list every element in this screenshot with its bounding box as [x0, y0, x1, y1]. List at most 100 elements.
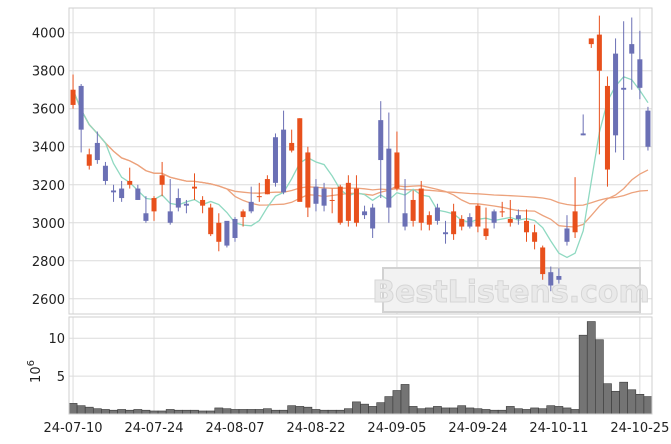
volume-bar: [319, 409, 329, 415]
candle-body: [588, 38, 594, 45]
candle: [329, 188, 335, 214]
candle-body: [426, 215, 432, 225]
volume-bar: [595, 339, 604, 415]
candle: [362, 205, 368, 219]
volume-bar: [344, 408, 353, 415]
volume-bar: [125, 409, 135, 415]
candle-body: [102, 165, 108, 181]
volume-bar: [433, 406, 442, 415]
volume-tick-label: 10: [48, 332, 65, 347]
volume-bar: [481, 409, 491, 415]
candle-body: [540, 247, 546, 275]
candle-body: [208, 207, 214, 235]
volume-bar: [489, 409, 499, 415]
price-panel-frame: [68, 7, 653, 315]
candle-body: [272, 137, 278, 183]
candle-body: [256, 196, 262, 198]
volume-bar: [522, 409, 531, 415]
candle: [475, 203, 481, 233]
volume-bar: [263, 408, 272, 415]
candle-body: [329, 199, 335, 201]
candle-body: [191, 186, 198, 189]
candle-body: [483, 228, 489, 237]
candle-body: [86, 154, 92, 166]
volume-bar: [173, 409, 183, 415]
candle-body: [621, 87, 627, 90]
price-tick-label: 3800: [32, 65, 65, 80]
candle: [410, 190, 416, 227]
candle: [637, 30, 643, 100]
candle-body: [613, 53, 619, 136]
candle-body: [224, 220, 230, 246]
volume-bar: [408, 406, 418, 415]
candle-body: [418, 188, 424, 223]
candle-body: [451, 211, 457, 235]
candle-body: [596, 34, 602, 71]
price-tick-label: 3000: [32, 217, 65, 232]
candle-body: [370, 207, 376, 229]
candle-body: [410, 199, 416, 221]
candle: [232, 217, 238, 242]
volume-bar: [76, 405, 86, 415]
volume-bar: [279, 409, 288, 415]
volume-bar: [586, 321, 596, 415]
volume-bar: [368, 406, 377, 415]
candle: [264, 175, 270, 195]
candle: [386, 112, 392, 223]
candle: [491, 209, 497, 229]
volume-bar: [627, 389, 637, 415]
date-axis-ticks: 24-07-10 24-07-24 24-08-07 24-08-22 24-09-05…: [44, 421, 670, 436]
candle: [588, 38, 594, 48]
candle: [604, 76, 610, 187]
candle-body: [313, 186, 319, 204]
volume-bar: [473, 408, 483, 415]
candle: [102, 161, 108, 185]
candle-body: [507, 218, 513, 223]
volume-axis-label: 106: [26, 360, 44, 383]
volume-bar: [643, 396, 653, 415]
candle: [159, 161, 165, 197]
price-tick-label: 2600: [32, 293, 65, 308]
candle: [183, 199, 189, 214]
candle-body: [394, 152, 400, 189]
candle: [499, 201, 505, 218]
volume-bar: [538, 408, 548, 415]
volume-bar: [603, 383, 612, 415]
candle: [548, 266, 554, 292]
volume-bar: [68, 403, 78, 415]
candle-body: [200, 199, 206, 206]
candle: [443, 220, 449, 244]
candle-body: [378, 120, 384, 161]
candle-body: [111, 190, 117, 193]
volume-bar: [117, 409, 126, 415]
volume-bar: [335, 409, 345, 415]
candle-body: [564, 228, 570, 242]
moving-average-20-line: [72, 89, 649, 228]
volume-bar: [214, 407, 224, 415]
candle: [532, 224, 538, 250]
volume-bar: [457, 405, 467, 415]
candle: [281, 110, 287, 195]
volume-bar: [530, 407, 539, 415]
candle: [248, 186, 254, 214]
volume-bar: [570, 409, 580, 415]
candle-body: [532, 232, 538, 242]
candle-body: [232, 218, 238, 238]
candle: [523, 209, 530, 242]
volume-bar: [497, 409, 507, 415]
candle: [402, 179, 408, 231]
volume-bar: [424, 407, 434, 415]
candle: [70, 74, 76, 109]
volume-bar: [416, 408, 426, 415]
candle: [467, 213, 473, 229]
candle: [272, 133, 278, 187]
candle-body: [119, 188, 125, 199]
candle-body: [135, 188, 141, 200]
candle: [111, 184, 117, 202]
candle: [540, 245, 546, 280]
candle: [208, 203, 214, 237]
candle-body: [321, 188, 327, 206]
candle-body: [159, 175, 165, 185]
volume-bar: [311, 409, 321, 415]
candle: [621, 21, 627, 161]
